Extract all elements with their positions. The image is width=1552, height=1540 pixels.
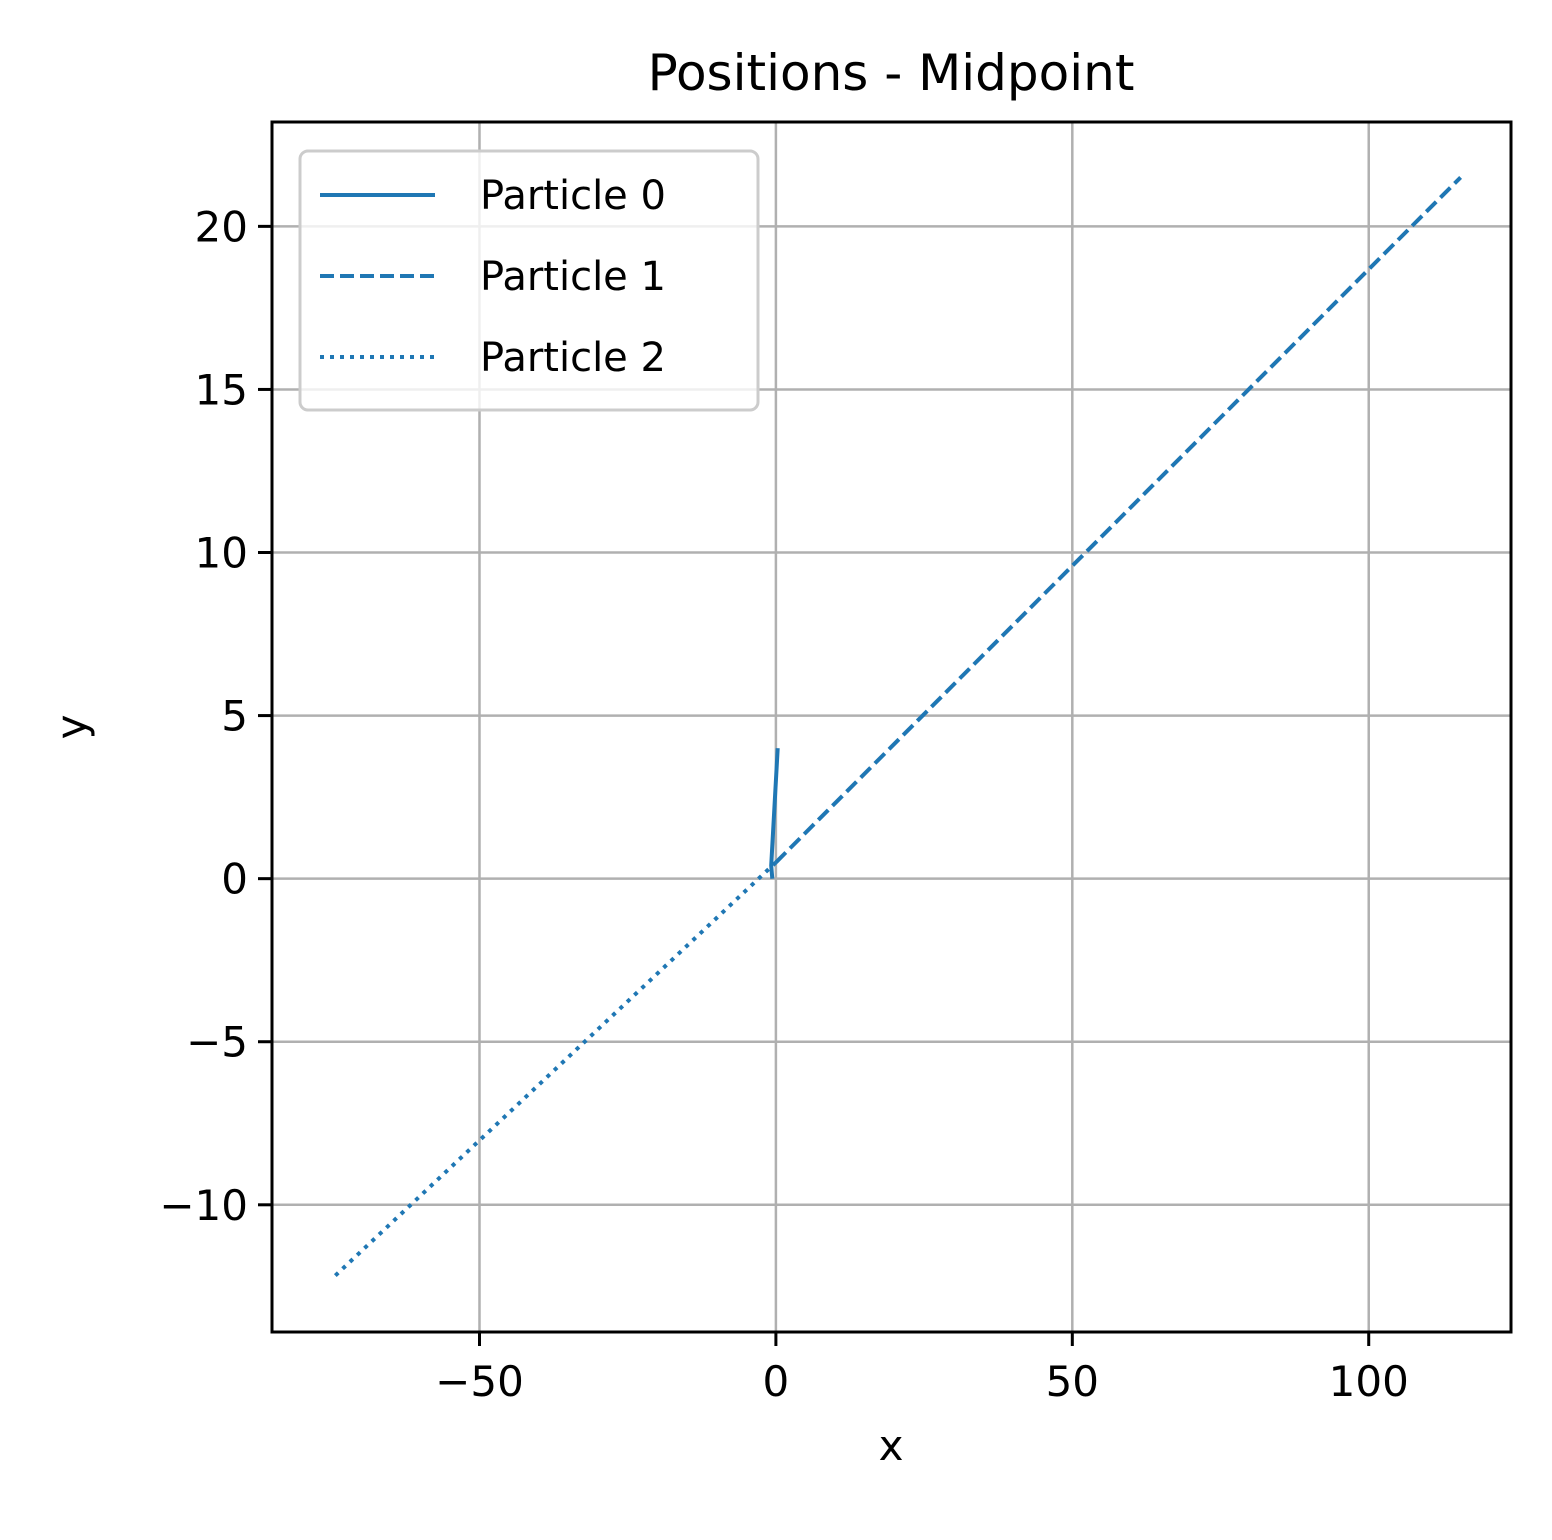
plot-frame <box>270 120 1513 1334</box>
y-tick-label: 0 <box>221 855 248 904</box>
x-axis-label: x <box>879 1421 904 1470</box>
y-tick-label: 10 <box>195 529 248 578</box>
series-line-particle-1 <box>774 175 1463 864</box>
legend: Particle 0 Particle 1 Particle 2 <box>298 149 760 412</box>
series-layer <box>332 175 1463 1279</box>
x-tick-label: 50 <box>1046 1357 1099 1406</box>
legend-label-particle-1: Particle 1 <box>480 254 666 300</box>
y-tick-label: 15 <box>195 365 248 414</box>
legend-box <box>298 149 760 412</box>
grid <box>272 122 1511 1332</box>
legend-label-particle-0: Particle 0 <box>480 173 666 219</box>
x-ticks: −50 0 50 100 <box>435 1332 1409 1406</box>
y-axis-label: y <box>47 715 96 740</box>
y-ticks: −10 −5 0 5 10 15 20 <box>159 202 272 1230</box>
y-tick-label: 20 <box>195 202 248 251</box>
x-tick-label: 100 <box>1329 1357 1409 1406</box>
y-tick-label: −10 <box>159 1181 248 1230</box>
chart-title: Positions - Midpoint <box>648 44 1135 102</box>
legend-label-particle-2: Particle 2 <box>480 335 666 381</box>
x-tick-label: −50 <box>435 1357 524 1406</box>
series-line-particle-2 <box>332 860 778 1279</box>
series-line-particle-0 <box>769 748 780 879</box>
y-tick-label: 5 <box>221 692 248 741</box>
x-tick-label: 0 <box>763 1357 790 1406</box>
y-tick-label: −5 <box>186 1018 248 1067</box>
